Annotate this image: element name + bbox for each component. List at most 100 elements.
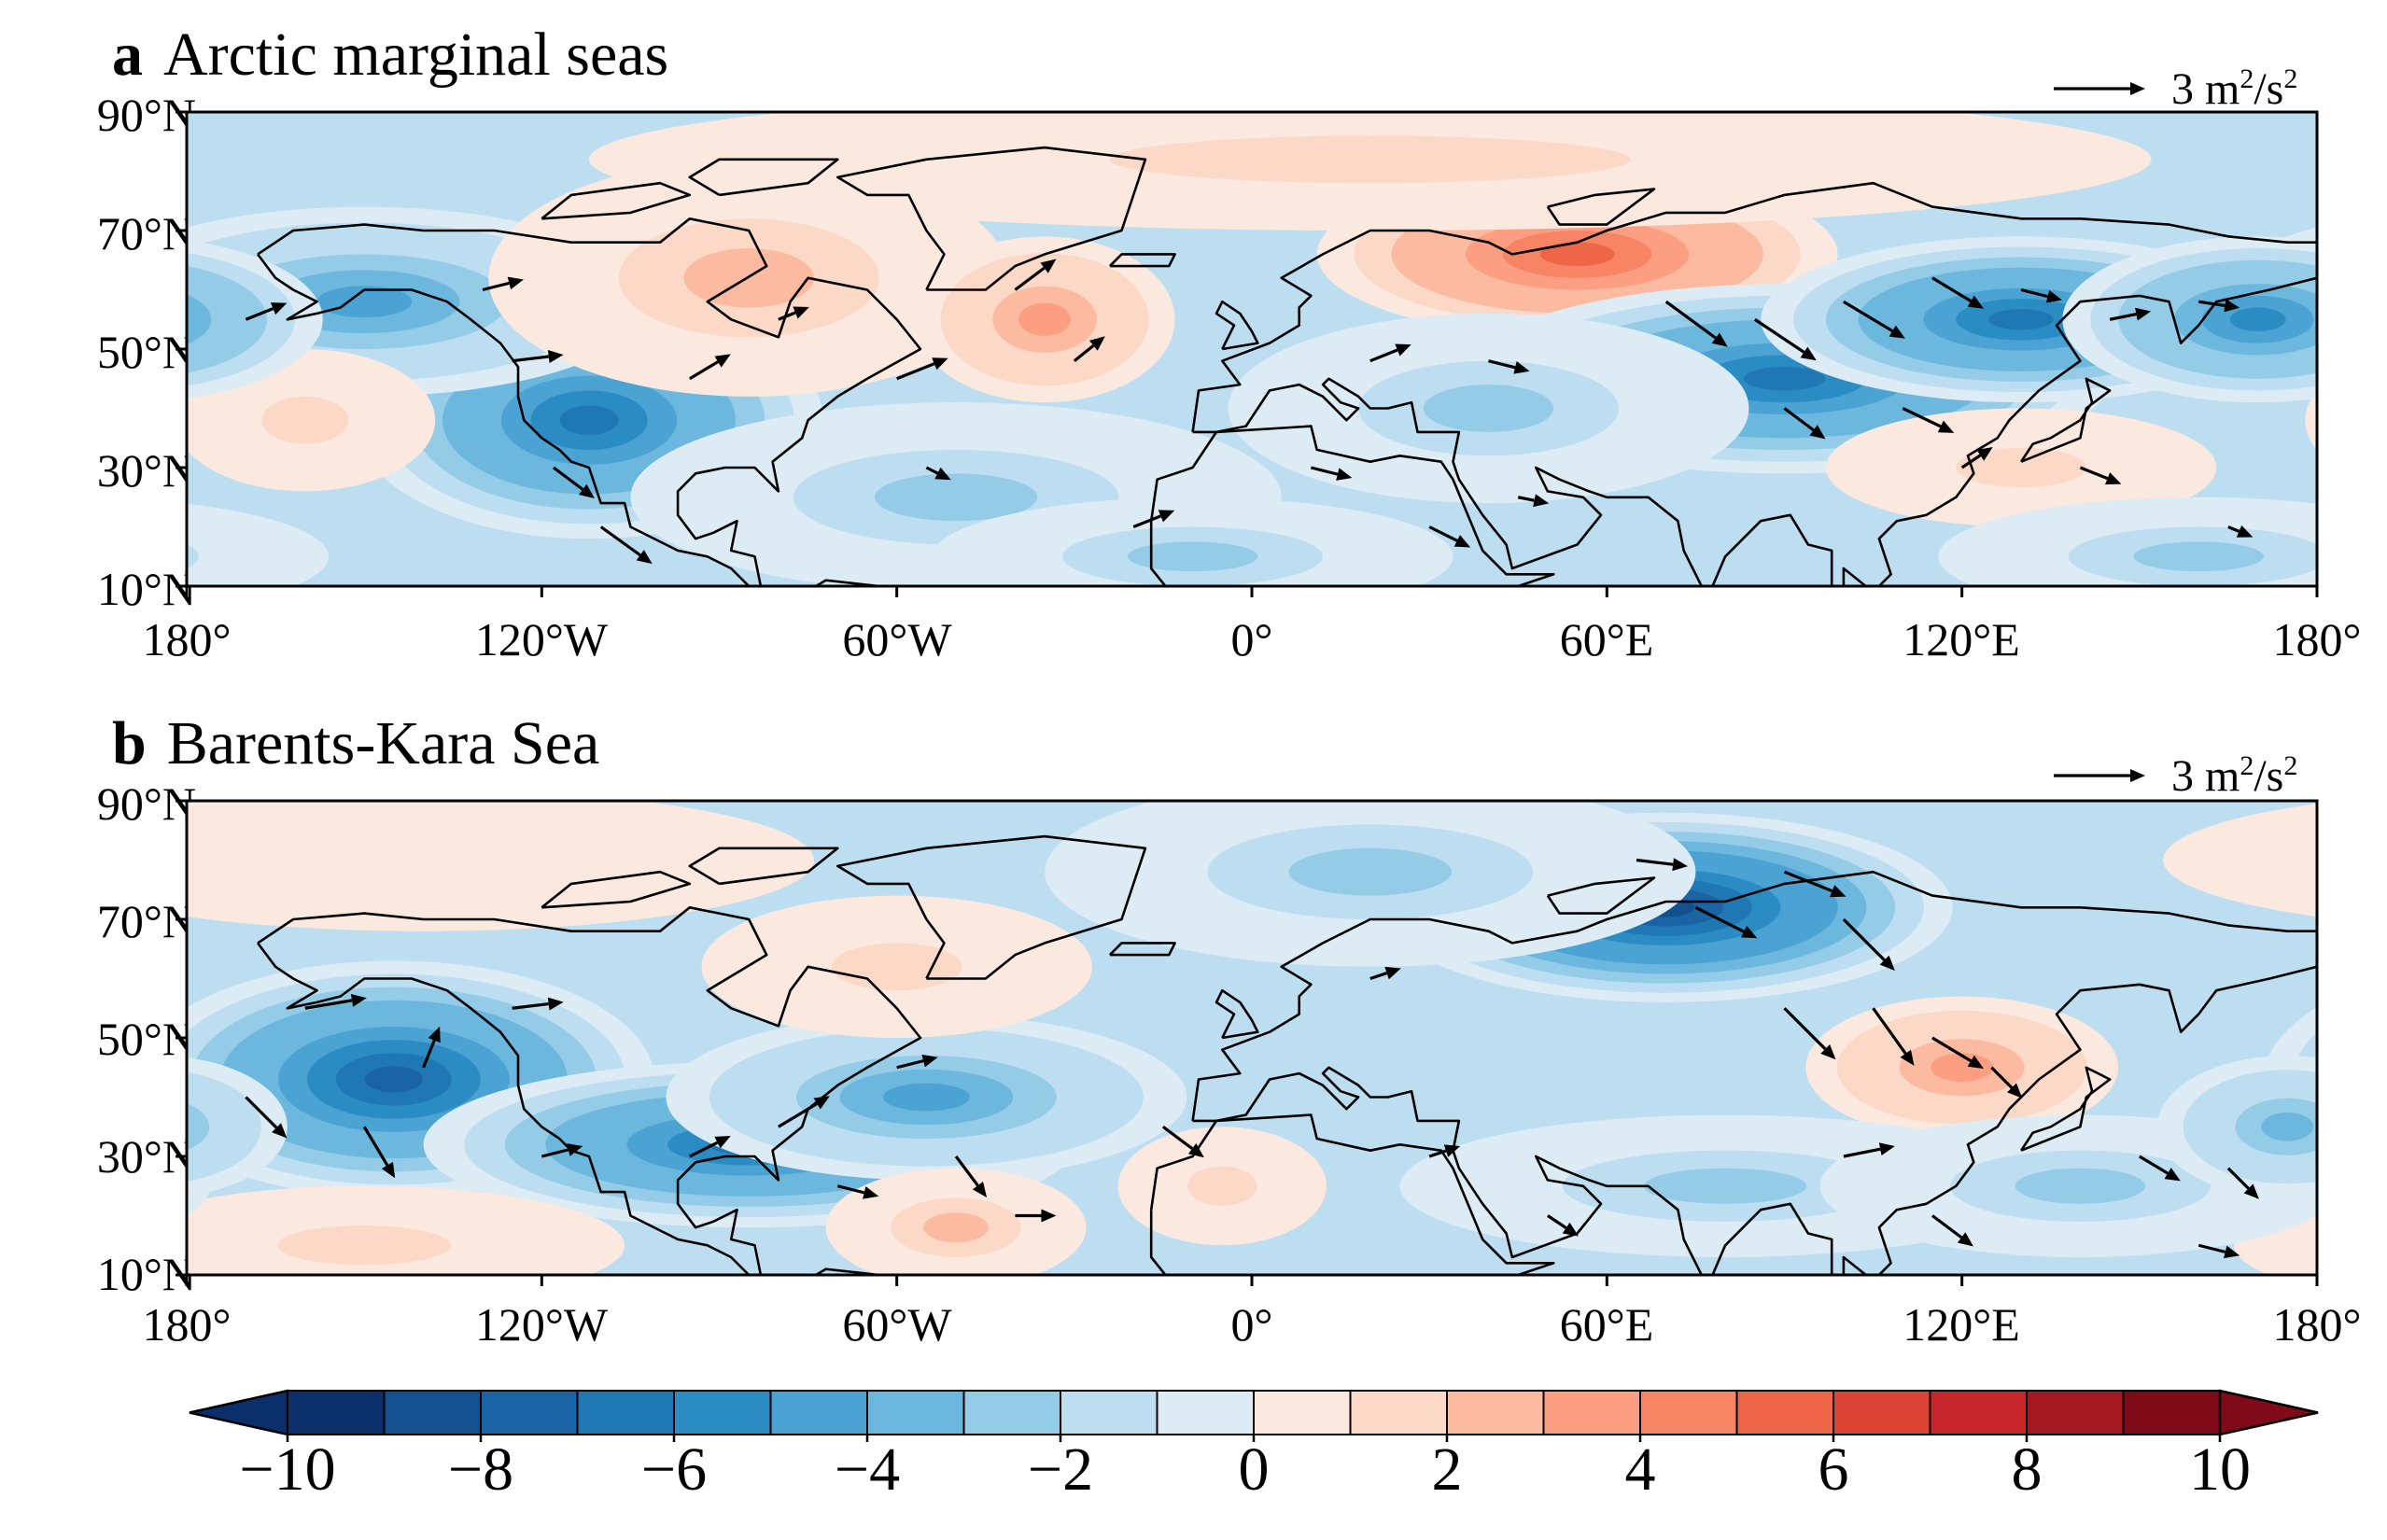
- panel-a-title-text: Arctic marginal seas: [163, 21, 669, 89]
- colorbar: [189, 1389, 2319, 1442]
- coastline: [835, 834, 1147, 980]
- anomaly-contour: [2229, 307, 2286, 331]
- colorbar-bin: [480, 1390, 579, 1435]
- anomaly-contour: [0, 1151, 80, 1222]
- flux-vector: [896, 357, 948, 381]
- flux-vector: [1843, 1142, 1895, 1158]
- panel-b-coastlines: [257, 834, 2317, 1275]
- panel-a-reference-vector-label: 3 m2/s2: [2171, 63, 2298, 114]
- panel-a-letter: a: [112, 21, 143, 89]
- flux-vector: [1990, 1066, 2023, 1099]
- flux-vector: [1488, 359, 1530, 374]
- flux-vector: [512, 997, 564, 1011]
- coastline: [257, 217, 922, 586]
- flux-vector: [2227, 525, 2254, 538]
- flux-vector: [553, 466, 596, 498]
- flux-vector: [688, 354, 731, 381]
- panel-a-map: [0, 82, 2387, 597]
- coastline: [813, 1267, 883, 1275]
- colorbar-bin: [1542, 1390, 1642, 1435]
- flux-vector: [1547, 1214, 1579, 1237]
- flux-vector: [1636, 858, 1689, 872]
- flux-vector: [778, 306, 809, 321]
- anomaly-contour: [316, 286, 413, 318]
- anomaly-contour: [2305, 390, 2317, 450]
- flux-vector: [925, 466, 951, 481]
- flux-vector: [1369, 343, 1411, 363]
- anomaly-contour: [1109, 135, 1631, 184]
- colorbar-extend-max: [2218, 1389, 2319, 1436]
- panel-a-lon-label: 120°W: [474, 613, 609, 665]
- coastline: [688, 847, 839, 886]
- panel-a-lon-label: 120°E: [1903, 613, 2020, 665]
- panel-b-lon-label: 180°: [142, 1298, 232, 1351]
- coastline: [688, 158, 839, 197]
- panel-b-lon-label: 120°E: [1903, 1298, 2020, 1351]
- panel-a-flux-vectors: [245, 259, 2254, 565]
- anomaly-contour: [1018, 302, 1072, 337]
- anomaly-contour: [2015, 1168, 2146, 1204]
- anomaly-contour: [1423, 385, 1554, 432]
- coastline: [1215, 300, 1259, 351]
- anomaly-contour: [2349, 372, 2387, 468]
- coastline: [2020, 377, 2112, 463]
- colorbar-bin: [2026, 1390, 2125, 1435]
- anomaly-contour: [187, 544, 199, 569]
- flux-vector: [1428, 1144, 1461, 1158]
- anomaly-contour: [0, 246, 119, 392]
- flux-vector: [1783, 1007, 1836, 1060]
- anomaly-contour: [2133, 541, 2264, 572]
- coastline: [541, 870, 692, 909]
- flux-vector: [2020, 287, 2063, 303]
- flux-vector: [1517, 494, 1550, 508]
- reference-vector: [2054, 82, 2145, 95]
- anomaly-contour: [923, 1212, 989, 1243]
- colorbar-tick-label: −2: [1027, 1435, 1094, 1504]
- colorbar-bin: [287, 1390, 386, 1435]
- anomaly-contour: [0, 409, 86, 527]
- flux-vector: [1664, 300, 1728, 347]
- panel-b-reference-vector-label: 3 m2/s2: [2171, 750, 2298, 801]
- coastline: [257, 905, 922, 1275]
- panel-a-lat-label: 70°N: [96, 207, 196, 259]
- flux-vector: [2197, 299, 2240, 313]
- flux-vector: [1931, 1214, 1973, 1247]
- coastline: [1149, 1113, 1555, 1275]
- anomaly-contour: [2352, 254, 2387, 349]
- colorbar-bin: [1349, 1390, 1449, 1435]
- panel-b-lon-label: 180°: [2272, 1298, 2362, 1351]
- anomaly-contour: [131, 1113, 183, 1141]
- colorbar-extend-min: [189, 1389, 289, 1436]
- flux-vector: [304, 993, 367, 1010]
- coastline: [1546, 876, 1656, 915]
- panel-a-lat-label: 50°N: [96, 326, 196, 378]
- panel-b-lat-label: 90°N: [96, 777, 196, 830]
- anomaly-contour: [2261, 1113, 2314, 1141]
- anomaly-contour: [261, 396, 349, 444]
- flux-vector: [1014, 259, 1057, 291]
- anomaly-contour: [1643, 1168, 1807, 1204]
- coastline: [1215, 988, 1259, 1040]
- panel-a-coastlines: [257, 146, 2317, 586]
- colorbar-bin: [1253, 1390, 1352, 1435]
- anomaly-contour: [0, 278, 21, 361]
- anomaly-contour: [2322, 987, 2387, 1172]
- flux-vector: [2079, 466, 2122, 485]
- colorbar-tick-label: 10: [2189, 1435, 2251, 1504]
- panel-b-title: b Barents-Kara Sea: [112, 713, 599, 775]
- anomaly-contour: [882, 1083, 970, 1112]
- anomaly-contour: [0, 1133, 146, 1239]
- flux-vector: [1753, 317, 1817, 361]
- colorbar-bin: [383, 1390, 483, 1435]
- flux-vector: [512, 350, 564, 363]
- flux-vector: [1311, 466, 1353, 481]
- panel-b-lon-label: 120°W: [474, 1298, 609, 1351]
- colorbar-bin: [576, 1390, 676, 1435]
- flux-vector: [1931, 1036, 1984, 1069]
- coastline: [2020, 1066, 2112, 1152]
- anomaly-contour: [1988, 309, 2054, 330]
- anomaly-contour: [0, 268, 53, 371]
- colorbar-bin: [769, 1390, 869, 1435]
- coastline: [1191, 870, 2317, 1275]
- flux-vector: [2226, 1167, 2259, 1199]
